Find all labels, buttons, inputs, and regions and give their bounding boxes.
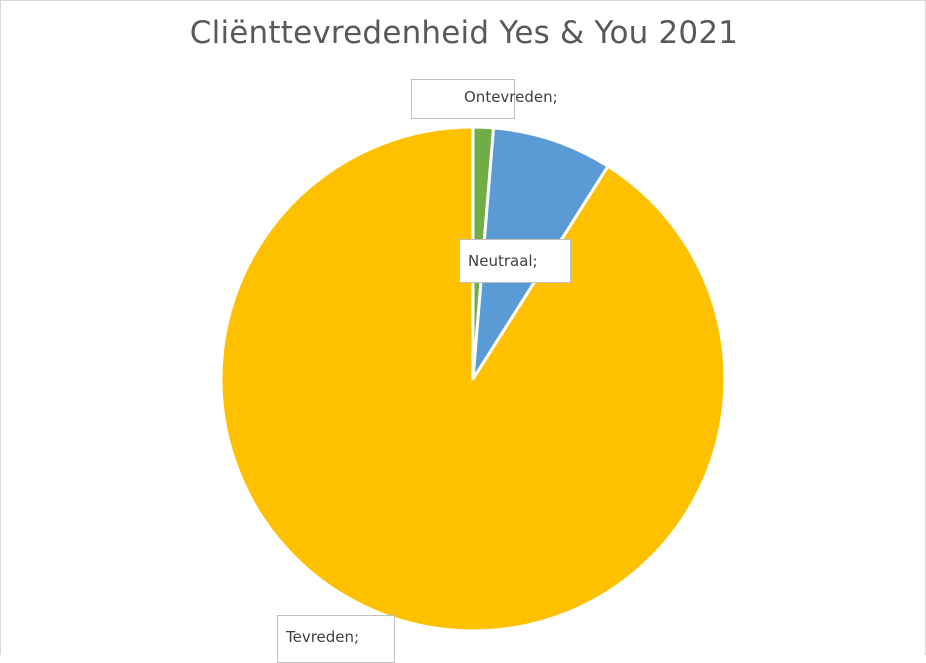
data-label-ontevreden-text: Ontevreden; — [464, 88, 558, 106]
chart-title: Cliënttevredenheid Yes & You 2021 — [189, 15, 739, 51]
data-label-tevreden-text: Tevreden; — [286, 628, 360, 646]
data-label-neutraal: Neutraal; — [459, 239, 571, 283]
pie-slices — [219, 125, 727, 633]
pie-slice-tevreden — [219, 125, 727, 633]
data-label-ontevreden: Ontevreden; — [411, 79, 558, 119]
data-label-neutraal-text: Neutraal; — [468, 252, 538, 270]
data-label-tevreden: Tevreden; — [277, 615, 395, 663]
